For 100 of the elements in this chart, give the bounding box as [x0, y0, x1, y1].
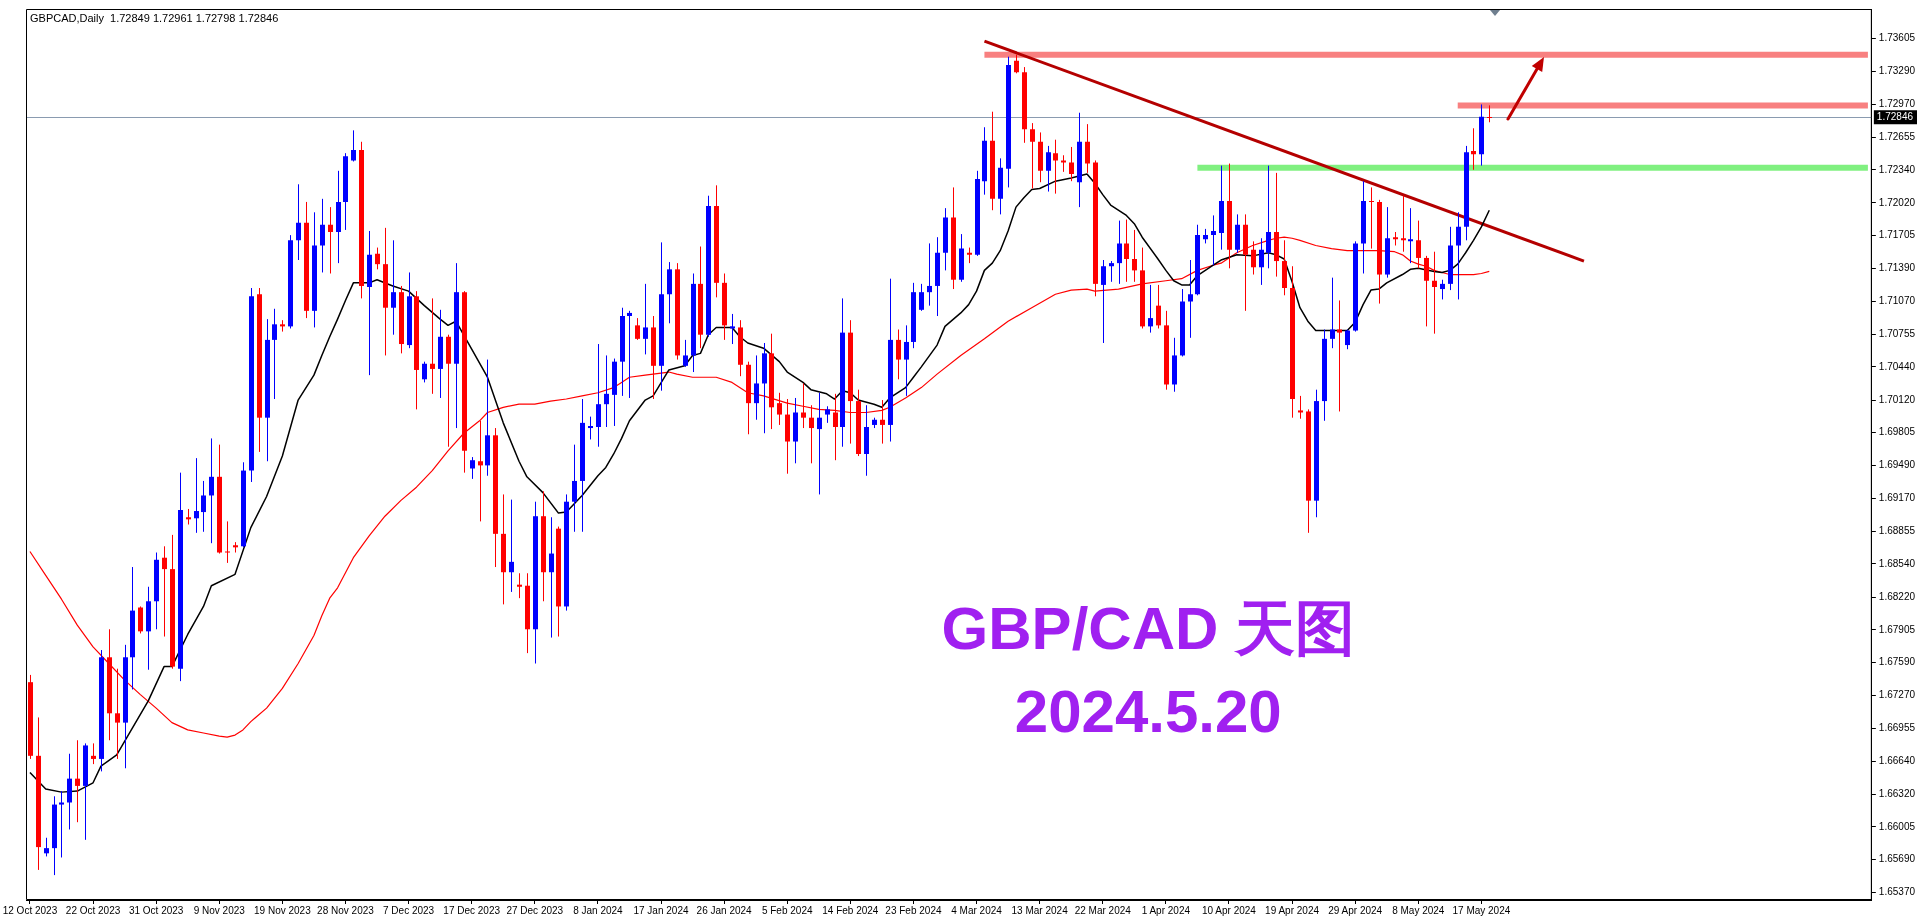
candlestick: [162, 545, 167, 638]
y-tick-label: 1.65370: [1878, 886, 1916, 898]
candlestick: [643, 283, 648, 355]
candlestick: [1456, 211, 1461, 300]
y-tick-label: 1.67905: [1878, 623, 1916, 635]
y-tick-label: 1.66005: [1878, 820, 1916, 832]
candlestick: [1298, 395, 1303, 420]
candlestick: [75, 739, 80, 823]
candlestick: [233, 541, 238, 554]
annotation: 2024.5.20: [1014, 677, 1282, 745]
candlestick: [272, 308, 277, 400]
x-tick-label: 28 Nov 2023: [317, 904, 375, 916]
y-tick-label: 1.73605: [1878, 32, 1916, 44]
candlestick: [801, 382, 806, 429]
x-tick-label: 1 Apr 2024: [1141, 904, 1191, 916]
candlestick: [596, 343, 601, 448]
candlestick: [1117, 220, 1122, 285]
y-tick-label: 1.71070: [1878, 295, 1916, 307]
y-tick-label: 1.66955: [1878, 722, 1916, 734]
x-tick-label: 14 Feb 2024: [822, 904, 879, 916]
y-tick-label: 1.69805: [1878, 426, 1916, 438]
x-tick-label: 13 Mar 2024: [1011, 904, 1069, 916]
candlestick: [91, 742, 96, 765]
candlestick: [391, 239, 396, 336]
x-tick-label: 9 Nov 2023: [193, 904, 246, 916]
candlestick: [1424, 255, 1429, 327]
candlestick: [1266, 165, 1271, 269]
x-tick-label: 19 Nov 2023: [254, 904, 312, 916]
candlestick: [588, 416, 593, 440]
candlestick: [635, 317, 640, 341]
chart-title: GBPCAD,Daily 1.72849 1.72961 1.72798 1.72846: [30, 11, 279, 24]
candlestick: [422, 361, 427, 383]
candlestick: [430, 297, 435, 395]
candlestick: [1148, 284, 1153, 334]
candlestick: [478, 420, 483, 522]
y-tick-label: 1.71705: [1878, 229, 1916, 241]
x-tick-label: 5 Feb 2024: [761, 904, 813, 916]
y-tick-label: 1.69490: [1878, 459, 1916, 471]
x-tick-label: 7 Dec 2023: [383, 904, 435, 916]
y-tick-label: 1.68220: [1878, 590, 1916, 602]
y-tick-label: 1.72970: [1878, 98, 1916, 110]
candlestick: [1440, 279, 1445, 300]
candlestick: [225, 520, 230, 564]
candlestick: [730, 313, 735, 345]
candlestick: [1085, 123, 1090, 174]
candlestick: [194, 457, 199, 534]
candlestick: [1053, 139, 1058, 195]
x-tick-label: 12 Oct 2023: [2, 904, 58, 916]
candlestick: [280, 319, 285, 333]
candlestick: [1132, 229, 1137, 283]
x-tick-label: 8 May 2024: [1392, 904, 1445, 916]
y-tick-label: 1.72340: [1878, 163, 1916, 175]
y-tick-label: 1.72020: [1878, 196, 1916, 208]
candlestick: [627, 310, 632, 399]
candlestick: [549, 516, 554, 639]
candlestick: [1337, 299, 1342, 412]
y-tick-label: 1.72655: [1878, 130, 1916, 142]
candlestick: [572, 444, 577, 533]
y-tick-label: 1.69170: [1878, 492, 1916, 504]
candlestick: [138, 605, 143, 634]
candlestick: [1211, 214, 1216, 266]
candlestick: [1156, 284, 1161, 329]
candlestick: [809, 404, 814, 464]
candlestick: [209, 437, 214, 544]
candlestick: [683, 339, 688, 368]
candlestick: [817, 392, 822, 495]
y-tick-label: 1.65690: [1878, 853, 1916, 865]
candlestick: [320, 198, 325, 273]
y-tick-label: 1.70120: [1878, 393, 1916, 405]
y-tick-label: 1.71390: [1878, 262, 1916, 274]
candlestick: [904, 324, 909, 397]
candlestick: [919, 283, 924, 312]
candlestick: [59, 790, 64, 858]
y-tick-label: 1.66640: [1878, 754, 1916, 766]
candlestick: [1014, 54, 1019, 74]
candlestick: [509, 499, 514, 593]
candlestick: [604, 354, 609, 428]
y-tick-label: 1.73290: [1878, 64, 1916, 76]
candlestick: [1471, 127, 1476, 171]
x-tick-label: 17 Jan 2024: [633, 904, 689, 916]
candlestick: [1487, 104, 1492, 123]
x-tick-label: 4 Mar 2024: [951, 904, 1003, 916]
candlestick: [1401, 195, 1406, 253]
candlestick: [44, 837, 49, 857]
candlestick: [1188, 259, 1193, 339]
candlestick: [1330, 277, 1335, 349]
x-tick-label: 23 Feb 2024: [885, 904, 942, 916]
candlestick: [328, 206, 333, 274]
candlestick: [517, 572, 522, 599]
candlestick: [201, 480, 206, 533]
candlestick: [1345, 329, 1350, 350]
candlestick: [296, 183, 301, 261]
x-tick-label: 22 Mar 2024: [1074, 904, 1132, 916]
x-tick-label: 19 Apr 2024: [1265, 904, 1320, 916]
annotation: GBP/CAD 天图: [941, 594, 1355, 662]
x-tick-label: 27 Dec 2023: [506, 904, 564, 916]
y-tick-label: 1.70755: [1878, 327, 1916, 339]
x-tick-label: 29 Apr 2024: [1328, 904, 1383, 916]
x-tick-label: 17 May 2024: [1452, 904, 1511, 916]
candlestick: [1124, 219, 1129, 283]
